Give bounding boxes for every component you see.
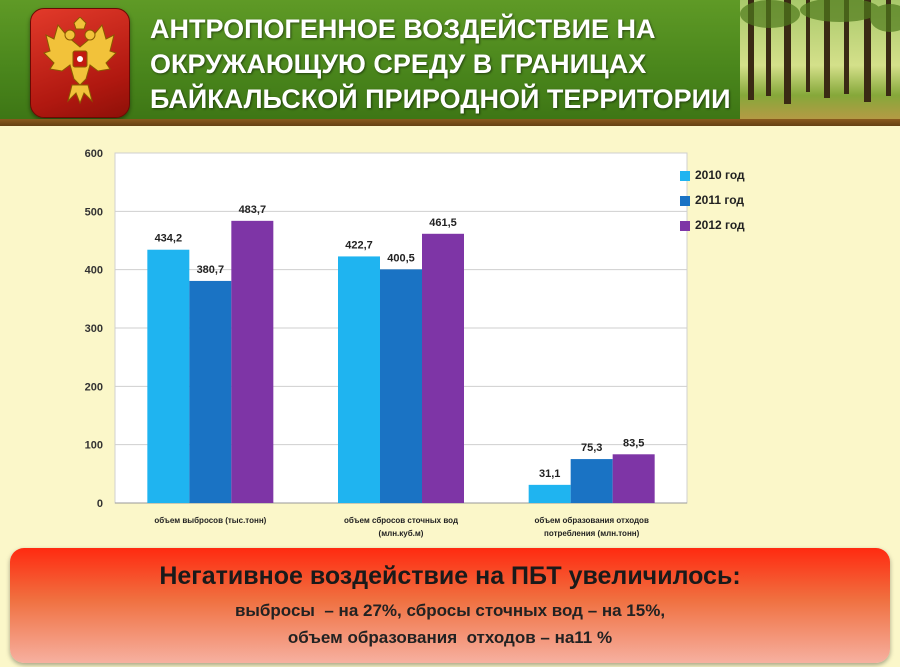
bar — [147, 249, 190, 503]
chart-canvas: 0 100 200 300 400 500 600 434,2 380,7 483,7 объем … — [85, 148, 688, 538]
emblem — [30, 8, 130, 118]
title-line: ОКРУЖАЮЩУЮ СРЕДУ В ГРАНИЦАХ — [150, 49, 647, 79]
y-tick-label: 0 — [97, 498, 103, 510]
bar — [528, 484, 571, 503]
data-label: 83,5 — [623, 437, 644, 449]
legend-label: 2012 год — [695, 218, 745, 232]
data-label: 422,7 — [345, 239, 373, 251]
category-label: (млн.куб.м) — [379, 529, 424, 538]
header-banner: АНТРОПОГЕННОЕ ВОЗДЕЙСТВИЕ НА ОКРУЖАЮЩУЮ … — [0, 0, 900, 126]
category-label: объем образования отходов — [534, 516, 648, 525]
y-tick-label: 600 — [85, 148, 103, 160]
data-label: 400,5 — [387, 252, 415, 264]
data-label: 380,7 — [197, 264, 225, 276]
legend-swatch-2010 — [680, 171, 690, 181]
y-tick-label: 400 — [85, 265, 103, 277]
legend-label: 2011 год — [695, 193, 744, 207]
title-line: БАЙКАЛЬСКОЙ ПРИРОДНОЙ ТЕРРИТОРИИ — [150, 84, 731, 114]
data-label: 483,7 — [239, 204, 267, 216]
bar — [612, 454, 655, 503]
bar — [189, 280, 232, 503]
russian-coat-of-arms-icon — [43, 17, 117, 105]
data-label: 75,3 — [581, 442, 602, 454]
data-label: 31,1 — [539, 468, 560, 480]
legend-label: 2010 год — [695, 168, 745, 182]
banner-text-line: объем образования отходов – на11 % — [287, 628, 613, 647]
bar — [338, 256, 380, 503]
bar — [380, 269, 422, 503]
y-tick-label: 300 — [85, 323, 103, 335]
bar — [570, 459, 613, 503]
data-label: 461,5 — [429, 217, 457, 229]
header-divider — [0, 119, 900, 126]
category-label: объем выбросов (тыс.тонн) — [154, 516, 266, 525]
conclusion-banner: Негативное воздействие на ПБТ увеличилос… — [10, 548, 890, 663]
bar-chart: 0 100 200 300 400 500 600 434,2 380,7 483,7 объем … — [60, 138, 850, 558]
page-title: АНТРОПОГЕННОЕ ВОЗДЕЙСТВИЕ НА ОКРУЖАЮЩУЮ … — [150, 12, 731, 117]
y-tick-label: 200 — [85, 381, 103, 393]
category-label: объем сбросов сточных вод — [344, 516, 458, 525]
title-line: АНТРОПОГЕННОЕ ВОЗДЕЙСТВИЕ НА — [150, 14, 656, 44]
y-tick-label: 100 — [85, 440, 103, 452]
data-label: 434,2 — [155, 233, 183, 245]
bar — [231, 220, 274, 503]
y-tick-label: 500 — [85, 206, 103, 218]
forest-photo — [740, 0, 900, 119]
banner-text-line: выбросы – на 27%, сбросы сточных вод – н… — [234, 601, 666, 620]
legend-swatch-2011 — [680, 196, 690, 206]
bar — [422, 233, 464, 503]
category-label: потребления (млн.тонн) — [544, 529, 640, 538]
legend-swatch-2012 — [680, 221, 690, 231]
banner-heading: Негативное воздействие на ПБТ увеличилос… — [159, 562, 741, 590]
